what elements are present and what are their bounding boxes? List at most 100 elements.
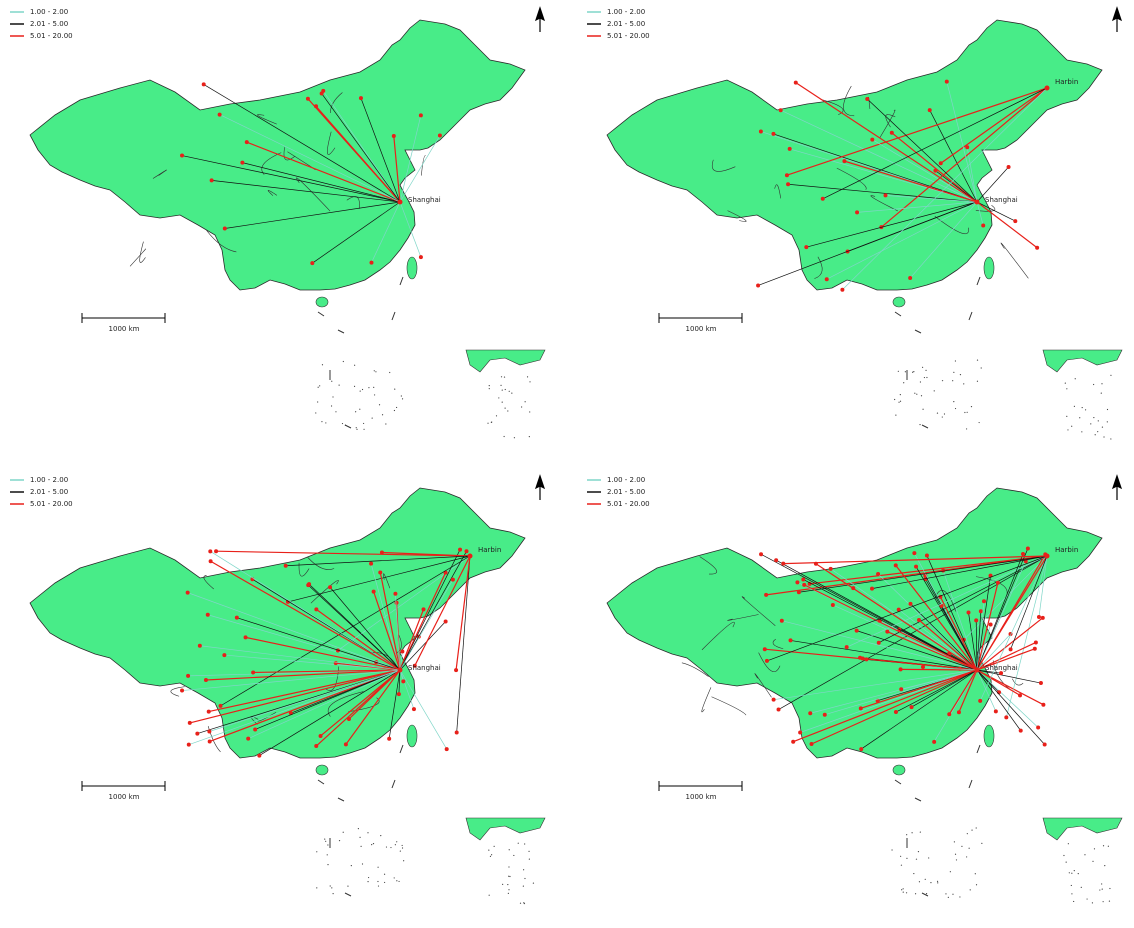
city-dot: [978, 609, 983, 614]
province-border: [836, 167, 867, 190]
legend-label: 1.00 - 2.00: [607, 476, 645, 484]
scale-bar: [81, 313, 166, 323]
north-arrow: [534, 474, 546, 500]
city-dot: [251, 670, 256, 675]
city-dot: [450, 577, 455, 582]
sea-island: [330, 405, 333, 407]
sea-island: [902, 891, 904, 893]
inset-island: [495, 415, 498, 417]
sea-island: [965, 428, 968, 430]
flow-line: [976, 641, 1037, 671]
city-dot: [378, 570, 383, 575]
sea-island: [324, 838, 326, 840]
city-label: Shanghai: [985, 664, 1018, 672]
sea-island: [976, 380, 979, 382]
sea-island: [354, 364, 356, 366]
city-dot: [840, 287, 845, 292]
province-border: [699, 556, 718, 575]
flow-line: [900, 668, 978, 671]
city-dot: [318, 733, 323, 738]
sea-island: [937, 882, 939, 884]
city-dot: [379, 550, 384, 555]
sea-island: [923, 376, 926, 379]
province-border: [772, 638, 784, 650]
flow-line: [371, 201, 401, 263]
flow-line: [926, 555, 978, 671]
sea-island: [895, 414, 897, 416]
sea-dash: [317, 276, 404, 429]
inset-island: [507, 883, 509, 886]
sea-island: [401, 847, 404, 849]
flow-line: [976, 617, 1044, 671]
sea-island: [913, 872, 915, 875]
inset-island: [522, 885, 524, 887]
city-dot: [393, 591, 398, 596]
sea-island: [381, 414, 384, 416]
city-dot: [1013, 219, 1018, 224]
sea-island: [952, 380, 954, 382]
sea-island: [966, 833, 968, 835]
city-dot: [369, 561, 374, 566]
inset-island: [513, 437, 516, 439]
city-dot: [253, 727, 258, 732]
sea-island: [331, 380, 333, 382]
flow-line: [878, 555, 1048, 644]
city-dot: [187, 720, 192, 725]
flow-line: [976, 669, 1045, 745]
sea-island: [367, 881, 369, 883]
sea-island: [355, 427, 357, 429]
map-panel: Shanghai Harbin 1.00 - 2.00 2.01 - 5.00 5.01…: [587, 6, 1123, 440]
flow-line: [803, 579, 978, 671]
inset-island: [501, 401, 503, 403]
sea-island: [325, 422, 327, 424]
flow-line: [857, 201, 978, 213]
legend-label: 2.01 - 5.00: [30, 20, 68, 28]
sea-island: [373, 394, 376, 396]
city-dot: [920, 664, 925, 669]
inset-land: [1042, 349, 1123, 373]
city-dot: [899, 687, 904, 692]
city-dot: [1036, 615, 1041, 620]
city-dot: [222, 653, 227, 658]
flow-line: [253, 669, 401, 674]
sea-island: [961, 845, 963, 847]
legend-label: 5.01 - 20.00: [607, 500, 650, 508]
flow-line: [775, 559, 978, 671]
province-border: [206, 230, 237, 253]
city-dot: [205, 612, 210, 617]
city-dot: [909, 705, 914, 710]
city-dot: [876, 571, 881, 576]
city-dot: [1041, 702, 1046, 707]
sea-island: [954, 407, 957, 410]
city-dot: [310, 261, 315, 266]
flow-line: [399, 621, 446, 671]
flow-line: [976, 166, 1009, 203]
inset-island: [507, 892, 509, 894]
flow-line: [895, 565, 978, 671]
flow-line: [803, 584, 978, 671]
city-dot: [798, 730, 803, 735]
province-border: [879, 109, 896, 138]
city-dot: [927, 108, 932, 113]
island: [315, 296, 329, 308]
flow-line: [958, 669, 978, 713]
city-dot: [464, 549, 469, 554]
city-dot: [454, 668, 459, 673]
sea-island: [921, 366, 924, 368]
flow-line: [976, 669, 1002, 674]
inset-island: [1094, 434, 1096, 436]
flow-line: [187, 592, 401, 671]
province-border: [327, 131, 336, 155]
sea-island: [315, 412, 317, 414]
flow-line: [210, 560, 401, 671]
city-dot: [209, 178, 214, 183]
sea-island: [375, 371, 377, 373]
scale-label: 1000 km: [686, 325, 717, 333]
sea-island: [945, 893, 947, 895]
inset-island: [1066, 415, 1068, 417]
city-dot: [924, 553, 929, 558]
sea-island: [329, 885, 331, 887]
inset-island: [1079, 417, 1081, 419]
inset-island: [1097, 431, 1099, 433]
